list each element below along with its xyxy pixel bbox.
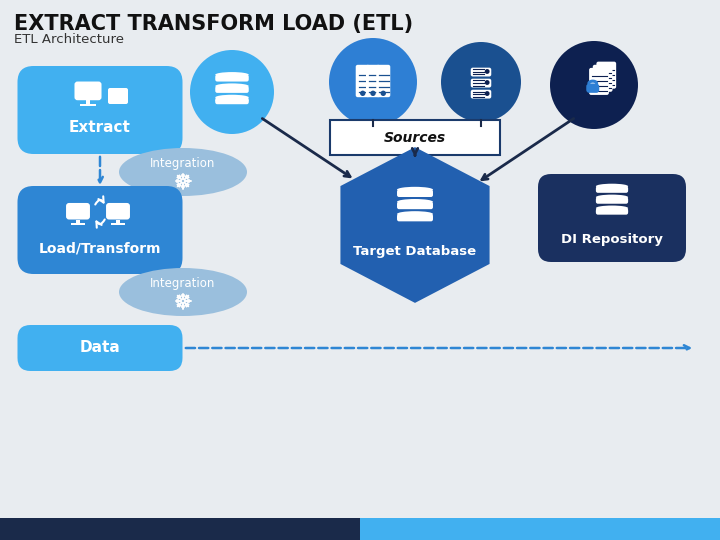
- FancyBboxPatch shape: [74, 82, 102, 100]
- Ellipse shape: [596, 194, 628, 200]
- FancyBboxPatch shape: [106, 203, 130, 220]
- Text: Target Database: Target Database: [354, 245, 477, 258]
- Text: Integration: Integration: [150, 158, 216, 171]
- FancyBboxPatch shape: [596, 197, 628, 204]
- Ellipse shape: [397, 199, 433, 205]
- Circle shape: [182, 300, 184, 302]
- Text: Extract: Extract: [69, 120, 131, 136]
- Circle shape: [182, 180, 184, 182]
- FancyBboxPatch shape: [596, 62, 616, 89]
- FancyBboxPatch shape: [471, 79, 491, 87]
- Ellipse shape: [397, 215, 433, 220]
- Ellipse shape: [119, 268, 247, 316]
- Bar: [76, 220, 80, 223]
- Text: ETL Architecture: ETL Architecture: [14, 33, 124, 46]
- FancyBboxPatch shape: [366, 65, 380, 97]
- Ellipse shape: [215, 94, 248, 100]
- FancyBboxPatch shape: [471, 90, 491, 98]
- Text: Data: Data: [80, 341, 120, 355]
- FancyBboxPatch shape: [596, 208, 628, 215]
- FancyBboxPatch shape: [596, 186, 628, 193]
- FancyBboxPatch shape: [330, 120, 500, 155]
- FancyBboxPatch shape: [356, 65, 370, 97]
- FancyBboxPatch shape: [397, 202, 433, 209]
- Circle shape: [360, 91, 366, 96]
- Ellipse shape: [397, 211, 433, 217]
- FancyBboxPatch shape: [108, 88, 128, 104]
- Circle shape: [485, 69, 490, 74]
- FancyBboxPatch shape: [215, 86, 248, 93]
- Bar: [86, 100, 90, 104]
- Ellipse shape: [397, 187, 433, 193]
- Ellipse shape: [215, 98, 248, 104]
- FancyBboxPatch shape: [377, 65, 390, 97]
- Circle shape: [370, 91, 376, 96]
- Circle shape: [485, 91, 490, 96]
- Circle shape: [190, 50, 274, 134]
- FancyBboxPatch shape: [66, 203, 90, 220]
- FancyBboxPatch shape: [586, 84, 599, 93]
- FancyBboxPatch shape: [215, 97, 248, 104]
- Bar: [80, 104, 96, 106]
- FancyBboxPatch shape: [17, 186, 182, 274]
- FancyBboxPatch shape: [589, 68, 609, 95]
- Circle shape: [329, 38, 417, 126]
- FancyBboxPatch shape: [17, 66, 182, 154]
- Ellipse shape: [119, 148, 247, 196]
- Polygon shape: [341, 147, 490, 303]
- Circle shape: [550, 41, 638, 129]
- Text: Sources: Sources: [384, 131, 446, 145]
- Bar: [0, 518, 360, 540]
- Text: DI Repository: DI Repository: [561, 233, 663, 246]
- Bar: [111, 223, 125, 225]
- Ellipse shape: [215, 83, 248, 89]
- Circle shape: [381, 91, 386, 96]
- Ellipse shape: [596, 206, 628, 211]
- Circle shape: [485, 80, 490, 85]
- FancyBboxPatch shape: [538, 174, 686, 262]
- Circle shape: [181, 299, 185, 303]
- Text: Integration: Integration: [150, 278, 216, 291]
- Circle shape: [181, 179, 185, 183]
- Bar: [117, 220, 120, 223]
- Circle shape: [441, 42, 521, 122]
- Text: EXTRACT TRANSFORM LOAD (ETL): EXTRACT TRANSFORM LOAD (ETL): [14, 14, 413, 34]
- Text: Load/Transform: Load/Transform: [39, 241, 161, 255]
- FancyBboxPatch shape: [397, 190, 433, 197]
- Bar: [360, 518, 720, 540]
- Ellipse shape: [596, 184, 628, 189]
- FancyBboxPatch shape: [215, 75, 248, 82]
- Bar: [71, 223, 85, 225]
- FancyBboxPatch shape: [17, 325, 182, 371]
- FancyBboxPatch shape: [593, 65, 613, 92]
- FancyBboxPatch shape: [397, 214, 433, 221]
- FancyBboxPatch shape: [471, 68, 491, 77]
- Ellipse shape: [215, 72, 248, 77]
- Ellipse shape: [596, 209, 628, 214]
